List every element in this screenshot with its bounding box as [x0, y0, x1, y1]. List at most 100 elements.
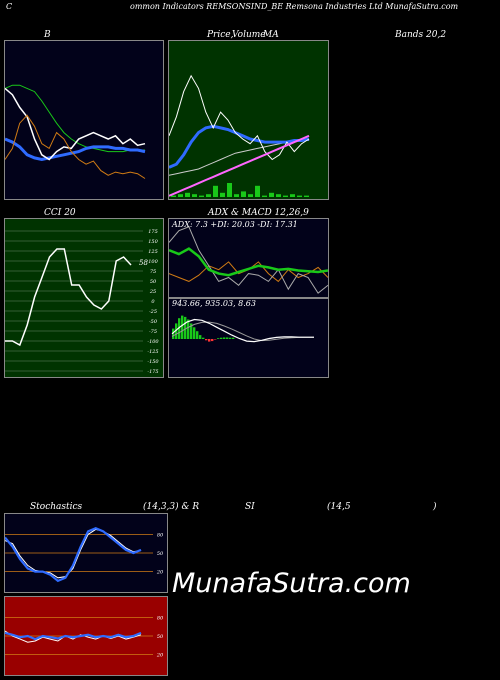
volume-bar	[276, 194, 281, 197]
cci-tick-label: 100	[148, 259, 158, 265]
cci-tick-label: -150	[147, 359, 159, 365]
stoch-tick-label: 50	[157, 551, 164, 557]
volume-bar	[185, 192, 190, 197]
volume-bar	[241, 191, 246, 197]
cci-tick-label: -50	[149, 319, 158, 325]
rsi-tick-label: 50	[157, 634, 164, 640]
macd-histogram-bar	[223, 337, 226, 339]
stoch-k-line	[5, 527, 142, 583]
cci-line	[5, 248, 132, 347]
cci-label: CCI 20	[44, 208, 76, 218]
cci-tick-label: 75	[150, 269, 156, 275]
macd-values: 943.66, 935.03, 8.63	[172, 299, 256, 308]
rsi-signal-line	[5, 630, 142, 643]
cci-chart: 175 150 125 100 75 50 25 0 -25 -50 -75 -100 -125 -150…	[5, 229, 159, 375]
adx-label: ADX & MACD 12,26,9	[208, 208, 309, 218]
stoch-chart: 80 50 20	[5, 527, 164, 583]
macd-line	[171, 318, 314, 343]
bands-lower-line	[5, 114, 146, 179]
volume-bar	[206, 194, 211, 197]
stoch-panel: 80 50 20	[4, 513, 168, 593]
macd-panel	[168, 298, 329, 378]
page-title: ommon Indicators REMSONSIND_BE Remsona I…	[130, 2, 459, 11]
stoch-tick-label: 20	[156, 570, 164, 576]
stoch-label-c: SI	[245, 502, 255, 512]
volume-bar	[269, 192, 274, 197]
macd-histogram-bar	[214, 339, 217, 340]
macd-histogram-bar	[190, 323, 193, 339]
macd-chart	[171, 315, 314, 343]
price-label-b: Volume	[232, 30, 266, 40]
macd-histogram-bar	[211, 339, 214, 342]
volume-ma-line	[169, 134, 310, 197]
cci-tick-label: 25	[149, 289, 156, 295]
adx-values: ADX: 7.3 +DI: 20.03 -DI: 17.31	[172, 220, 298, 229]
macd-histogram-bar	[199, 335, 202, 339]
bands-middle-line	[5, 137, 146, 162]
adx-minus-di-line	[169, 226, 328, 294]
cci-tick-label: -175	[147, 369, 158, 375]
rsi-line	[5, 631, 142, 641]
cci-value-label: 58	[139, 259, 148, 267]
stoch-label-a: Stochastics	[30, 502, 83, 512]
macd-histogram-bar	[175, 323, 178, 339]
cci-tick-label: -75	[149, 329, 157, 335]
volume-bar	[234, 194, 239, 197]
volume-bar	[192, 194, 197, 197]
macd-histogram-bar	[178, 318, 181, 339]
adx-chart	[169, 226, 328, 294]
volume-bar	[227, 183, 232, 197]
volume-bar	[283, 195, 288, 197]
volume-bar	[220, 192, 225, 197]
macd-histogram-bar	[202, 337, 205, 339]
cci-tick-label: 0	[151, 299, 155, 305]
macd-histogram-bar	[232, 337, 235, 339]
cci-tick-label: -125	[147, 349, 158, 355]
macd-histogram-bar	[205, 339, 208, 341]
bands-upper-line	[5, 84, 145, 153]
macd-histogram-bar	[184, 316, 187, 339]
bands-chart	[5, 84, 146, 179]
cci-tick-label: 175	[148, 229, 158, 235]
bands-label: Bands 20,2	[395, 30, 447, 40]
rsi-tick-label: 80	[157, 615, 164, 621]
rsi-panel: 80 50 20	[4, 596, 168, 676]
price-label-a: Price,	[207, 30, 234, 40]
macd-histogram-bar	[226, 337, 229, 339]
stoch-tick-label: 80	[157, 532, 164, 538]
price-line	[169, 74, 310, 161]
macd-histogram-bar	[217, 338, 220, 339]
rsi-chart: 80 50 20	[5, 615, 164, 659]
macd-histogram-bar	[208, 339, 211, 342]
volume-bar	[213, 185, 218, 197]
rsi-tick-label: 20	[156, 653, 164, 659]
cci-tick-label: 125	[148, 249, 158, 255]
macd-histogram-bar	[181, 315, 184, 339]
price-label-c: MA	[263, 30, 279, 40]
adx-line	[169, 247, 328, 277]
ma-line-blue	[169, 124, 310, 169]
macd-histogram-bar	[229, 337, 232, 339]
volume-bar	[297, 195, 302, 197]
cci-tick-label: -25	[149, 309, 157, 315]
adx-panel	[168, 218, 329, 298]
header-c: C	[6, 2, 13, 11]
stoch-d-line	[5, 528, 142, 579]
stoch-label-e: )	[433, 502, 437, 512]
cci-tick-label: -100	[147, 339, 159, 345]
macd-histogram-bar	[220, 337, 223, 339]
volume-bar	[178, 194, 183, 197]
cci-panel: 175 150 125 100 75 50 25 0 -25 -50 -75 -100 -125 -150…	[4, 218, 164, 378]
cci-tick-label: 50	[150, 279, 157, 285]
volume-bar	[248, 194, 253, 197]
price-panel	[168, 40, 329, 200]
macd-histogram-bar	[193, 327, 196, 339]
volume-bar	[199, 195, 204, 197]
bands-panel	[4, 40, 164, 200]
volume-bar	[262, 195, 267, 197]
bands-label-b: B	[44, 30, 51, 40]
volume-bar	[255, 185, 260, 197]
macd-histogram-bar	[196, 331, 199, 339]
cci-tick-label: 150	[148, 239, 158, 245]
volume-bar	[171, 195, 176, 197]
